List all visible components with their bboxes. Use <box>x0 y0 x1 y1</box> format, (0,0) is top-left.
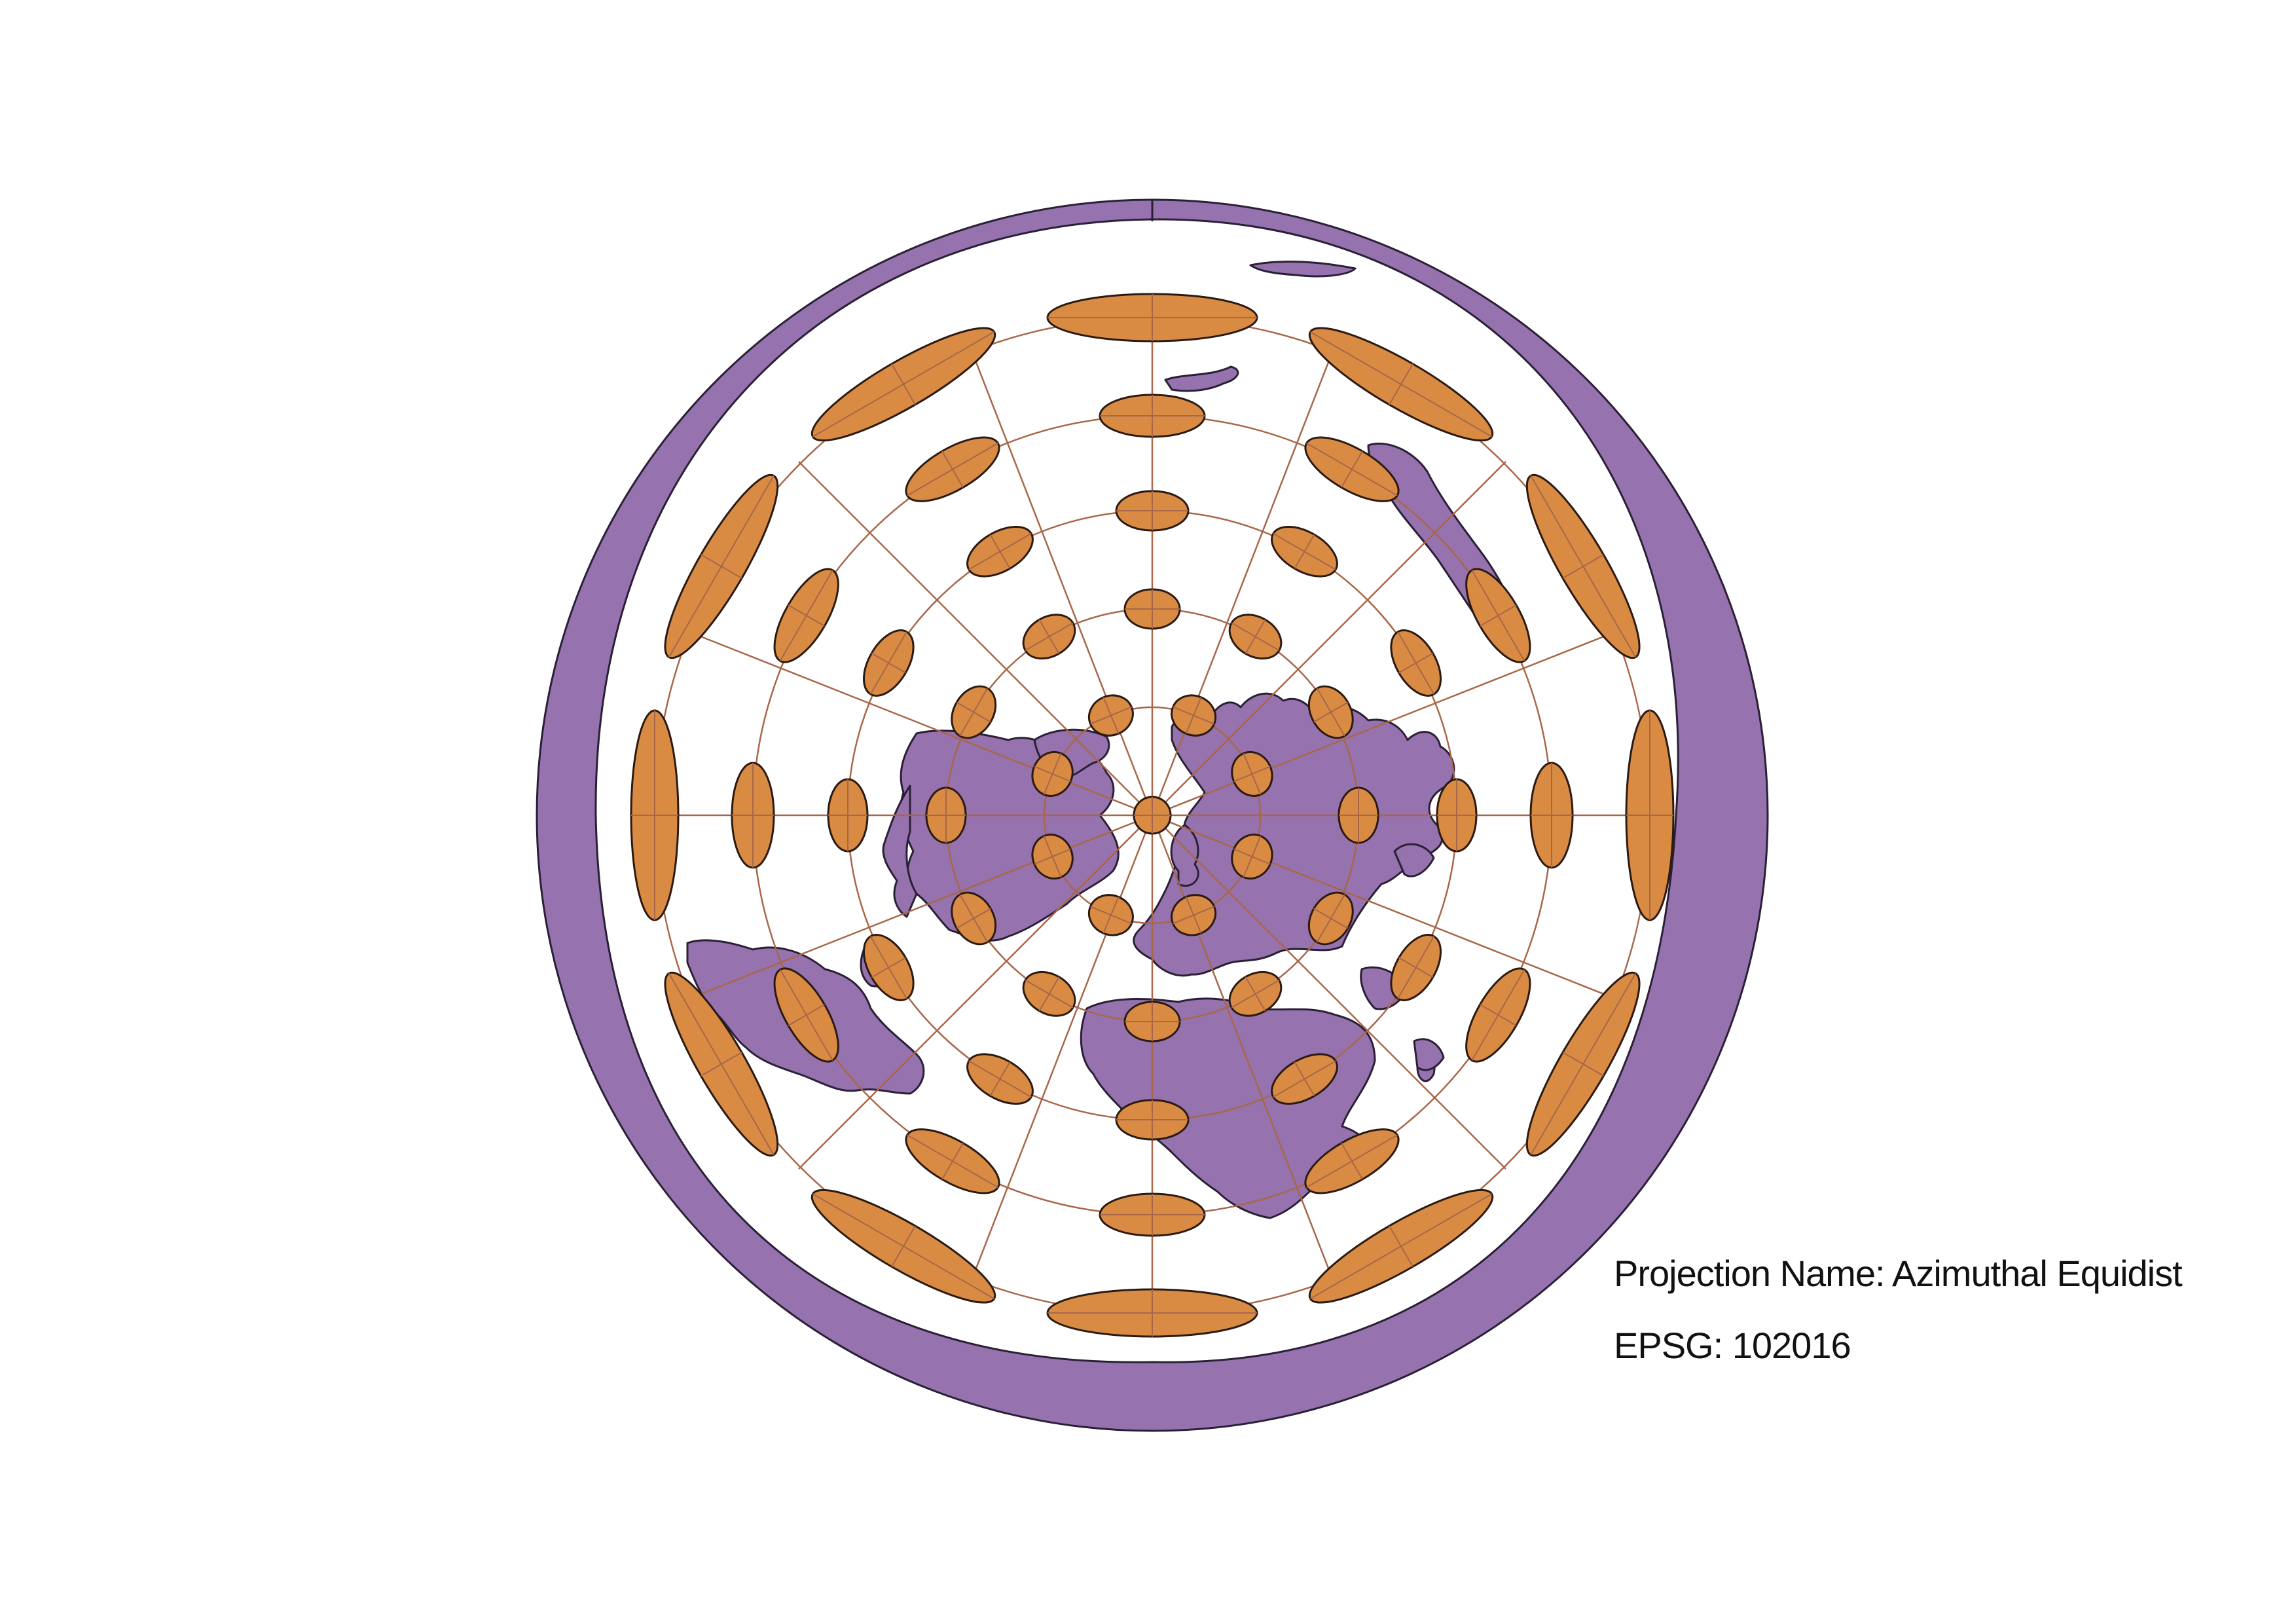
tissot-axis-minor <box>1245 619 1266 654</box>
tissot-axis-minor <box>1102 896 1120 934</box>
tissot-axis-minor <box>1233 766 1271 783</box>
land-antarctica-fragment <box>1164 365 1239 392</box>
tissot-axis-minor <box>701 1052 742 1077</box>
projection-name-separator: : <box>1874 1253 1886 1294</box>
tissot-axis-minor <box>989 534 1011 569</box>
tissot-axis-minor <box>788 604 825 627</box>
tissot-axis-minor <box>989 1061 1011 1097</box>
tissot-axis-minor <box>1034 848 1071 865</box>
projection-name-label: Projection Name <box>1614 1253 1876 1294</box>
land-southeast-asia <box>1393 843 1435 877</box>
tissot-axis-minor <box>1313 701 1349 723</box>
tissot-axis-minor <box>871 957 906 978</box>
tissot-axis-minor <box>1562 554 1604 579</box>
land-antarctica-top <box>1249 261 1357 278</box>
tissot-axis-minor <box>1480 1004 1517 1026</box>
land-alaska <box>882 784 918 918</box>
projection-name-row: Projection Name: Azimuthal Equidist <box>1614 1238 2183 1310</box>
projection-info: Projection Name: Azimuthal Equidist EPSG… <box>1614 1238 2183 1382</box>
tissot-axis-minor <box>941 451 964 488</box>
tissot-axis-minor <box>1341 451 1363 488</box>
tissot-axis-minor <box>1480 604 1517 627</box>
tissot-axis-minor <box>891 1225 916 1267</box>
tissot-axis-minor <box>1185 697 1202 734</box>
projection-name-value: Azimuthal Equidist <box>1892 1253 2183 1294</box>
tissot-axis-minor <box>1389 1225 1413 1267</box>
tissot-axis-minor <box>891 363 916 405</box>
tissot-ellipses <box>630 293 1675 1338</box>
tissot-axis-minor <box>1233 848 1271 865</box>
tissot-axis-minor <box>941 1143 964 1180</box>
tissot-axis-minor <box>1313 908 1349 929</box>
land-australia <box>1413 1038 1445 1071</box>
tissot-axis-minor <box>1398 957 1434 978</box>
epsg-separator: : <box>1713 1325 1724 1366</box>
tissot-axis-minor <box>1185 896 1202 934</box>
tissot-axis-minor <box>871 652 906 674</box>
tissot-axis-minor <box>788 1004 825 1026</box>
tissot-axis-minor <box>1341 1143 1363 1180</box>
tissot-axis-minor <box>956 908 991 929</box>
epsg-value: 102016 <box>1732 1325 1851 1366</box>
tissot-axis-minor <box>1034 766 1071 783</box>
tissot-axis-minor <box>1294 1061 1315 1097</box>
tissot-axis-minor <box>1102 697 1120 734</box>
tissot-axis-minor <box>1389 363 1413 405</box>
tissot-axis-minor <box>1038 976 1060 1012</box>
tissot-axis-minor <box>1398 652 1434 674</box>
tissot-axis-minor <box>1038 619 1060 654</box>
tissot-axis-minor <box>701 554 742 579</box>
tissot-axis-minor <box>1294 534 1315 569</box>
tissot-axis-minor <box>1245 976 1266 1012</box>
epsg-label: EPSG <box>1614 1325 1714 1366</box>
tissot-axis-minor <box>1562 1052 1604 1077</box>
epsg-row: EPSG: 102016 <box>1614 1310 2182 1382</box>
tissot-axis-minor <box>956 701 991 723</box>
